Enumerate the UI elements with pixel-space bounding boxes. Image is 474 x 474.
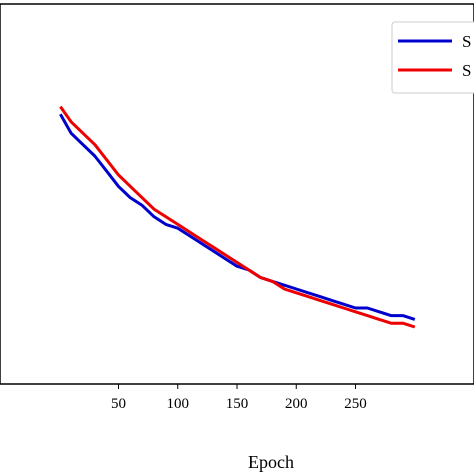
x-tick-label: 100 xyxy=(167,396,190,412)
x-tick-label: 50 xyxy=(111,396,126,412)
x-axis-title: Epoch xyxy=(248,452,294,472)
x-axis: 50 100 150 200 250 xyxy=(111,384,367,412)
x-tick-label: 150 xyxy=(226,396,249,412)
x-tick-label: 200 xyxy=(285,396,308,412)
x-tick-label: 250 xyxy=(344,396,367,412)
legend-label-series-2: S xyxy=(462,61,471,80)
legend: S S xyxy=(391,21,474,94)
series-layer xyxy=(59,105,416,329)
legend-label-series-1: S xyxy=(462,32,471,51)
series-line-1 xyxy=(59,113,416,321)
series-line-2 xyxy=(59,105,416,329)
